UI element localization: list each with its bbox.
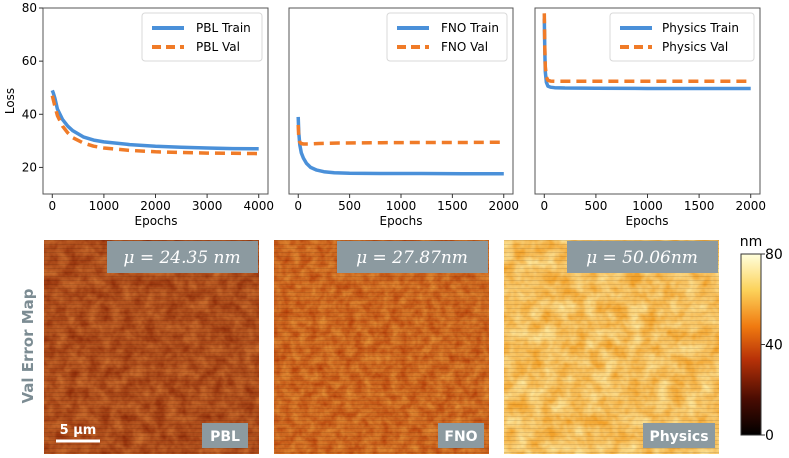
mean-label: μ = 50.06nm — [586, 248, 698, 268]
x-tick-label: 1000 — [632, 199, 663, 213]
mean-label-box — [107, 241, 258, 273]
pbl-plot-layer: 0 1000 2000 3000 4000 20 40 60 80 — [22, 1, 274, 213]
x-tick-label: 0 — [294, 199, 302, 213]
physics-plot-layer: 0 500 1000 1500 2000 — [540, 13, 766, 213]
fno-plot-layer: 0 500 1000 1500 2000 — [294, 116, 519, 213]
x-tick-label: 1500 — [437, 199, 468, 213]
x-tick-label: 3000 — [192, 199, 223, 213]
loss-plot-pbl: 0 1000 2000 3000 4000 20 40 60 80 Loss Epochs PB… — [3, 1, 274, 228]
panel-label-box — [643, 423, 715, 448]
panel-label: Physics — [649, 429, 708, 445]
x-tick-label: 4000 — [243, 199, 274, 213]
row-label: Val Error Map — [19, 288, 37, 403]
x-tick-label: 500 — [338, 199, 361, 213]
y-tick-label: 60 — [22, 54, 37, 68]
y-tick-label: 40 — [22, 107, 37, 121]
legend-val-label: FNO Val — [441, 40, 488, 54]
x-tick-label: 1000 — [89, 199, 120, 213]
colorbar: nm 0 40 80 — [740, 234, 783, 444]
scale-bar-label: 5 μm — [60, 423, 97, 438]
val-loss-line — [50, 95, 259, 156]
colorbar-gradient — [740, 253, 762, 436]
x-axis-label: Epochs — [135, 214, 178, 228]
mean-label: μ = 24.35 nm — [123, 248, 240, 268]
val-loss-line — [296, 124, 504, 146]
legend-val-label: PBL Val — [196, 40, 240, 54]
x-tick-label: 500 — [584, 199, 607, 213]
legend: FNO Train FNO Val — [386, 12, 508, 62]
map-stripes — [274, 240, 489, 454]
train-loss-line — [296, 116, 504, 176]
legend-box — [609, 12, 755, 62]
x-tick-label: 2000 — [488, 199, 519, 213]
legend: Physics Train Physics Val — [609, 12, 755, 62]
panel-label-box — [202, 423, 248, 448]
x-tick-label: 2000 — [140, 199, 171, 213]
panel-label: FNO — [444, 429, 477, 445]
loss-plot-fno: 0 500 1000 1500 2000 Epochs FNO Train FNO Va… — [288, 7, 519, 228]
x-tick-label: 2000 — [735, 199, 766, 213]
val-loss-line — [542, 13, 751, 84]
panel-label: PBL — [210, 429, 240, 445]
y-axis-label: Loss — [3, 88, 17, 114]
legend-train-label: PBL Train — [196, 21, 251, 35]
legend-train-label: Physics Train — [662, 21, 739, 35]
error-map-fno: μ = 27.87nm FNO — [274, 240, 489, 454]
mean-label: μ = 27.87nm — [356, 248, 468, 268]
colorbar-ticks: 0 40 80 — [761, 247, 783, 444]
map-stripes — [504, 240, 719, 454]
colorbar-tick-label: 0 — [765, 428, 774, 444]
mean-label-box — [337, 241, 488, 273]
error-map-physics: μ = 50.06nm Physics — [504, 240, 719, 454]
colorbar-unit: nm — [740, 234, 763, 250]
map-stripes — [44, 240, 259, 454]
train-loss-line — [50, 89, 259, 151]
x-tick-label: 1500 — [684, 199, 715, 213]
colorbar-tick-label: 80 — [765, 247, 783, 263]
x-tick-label: 1000 — [386, 199, 417, 213]
y-tick-label: 20 — [22, 160, 37, 174]
legend-val-label: Physics Val — [662, 40, 728, 54]
x-axis-label: Epochs — [626, 214, 669, 228]
legend-train-label: FNO Train — [441, 21, 499, 35]
x-axis-label: Epochs — [380, 214, 423, 228]
x-tick-label: 0 — [540, 199, 548, 213]
error-map-pbl: μ = 24.35 nm 5 μm PBL — [44, 240, 259, 454]
loss-plot-physics: 0 500 1000 1500 2000 Epochs Physics Train Ph… — [534, 7, 766, 228]
x-tick-label: 0 — [48, 199, 56, 213]
legend: PBL Train PBL Val — [141, 12, 263, 62]
panel-label-box — [438, 423, 484, 448]
mean-label-box — [567, 241, 718, 273]
colorbar-tick-label: 40 — [765, 338, 783, 354]
y-tick-label: 80 — [22, 1, 37, 15]
